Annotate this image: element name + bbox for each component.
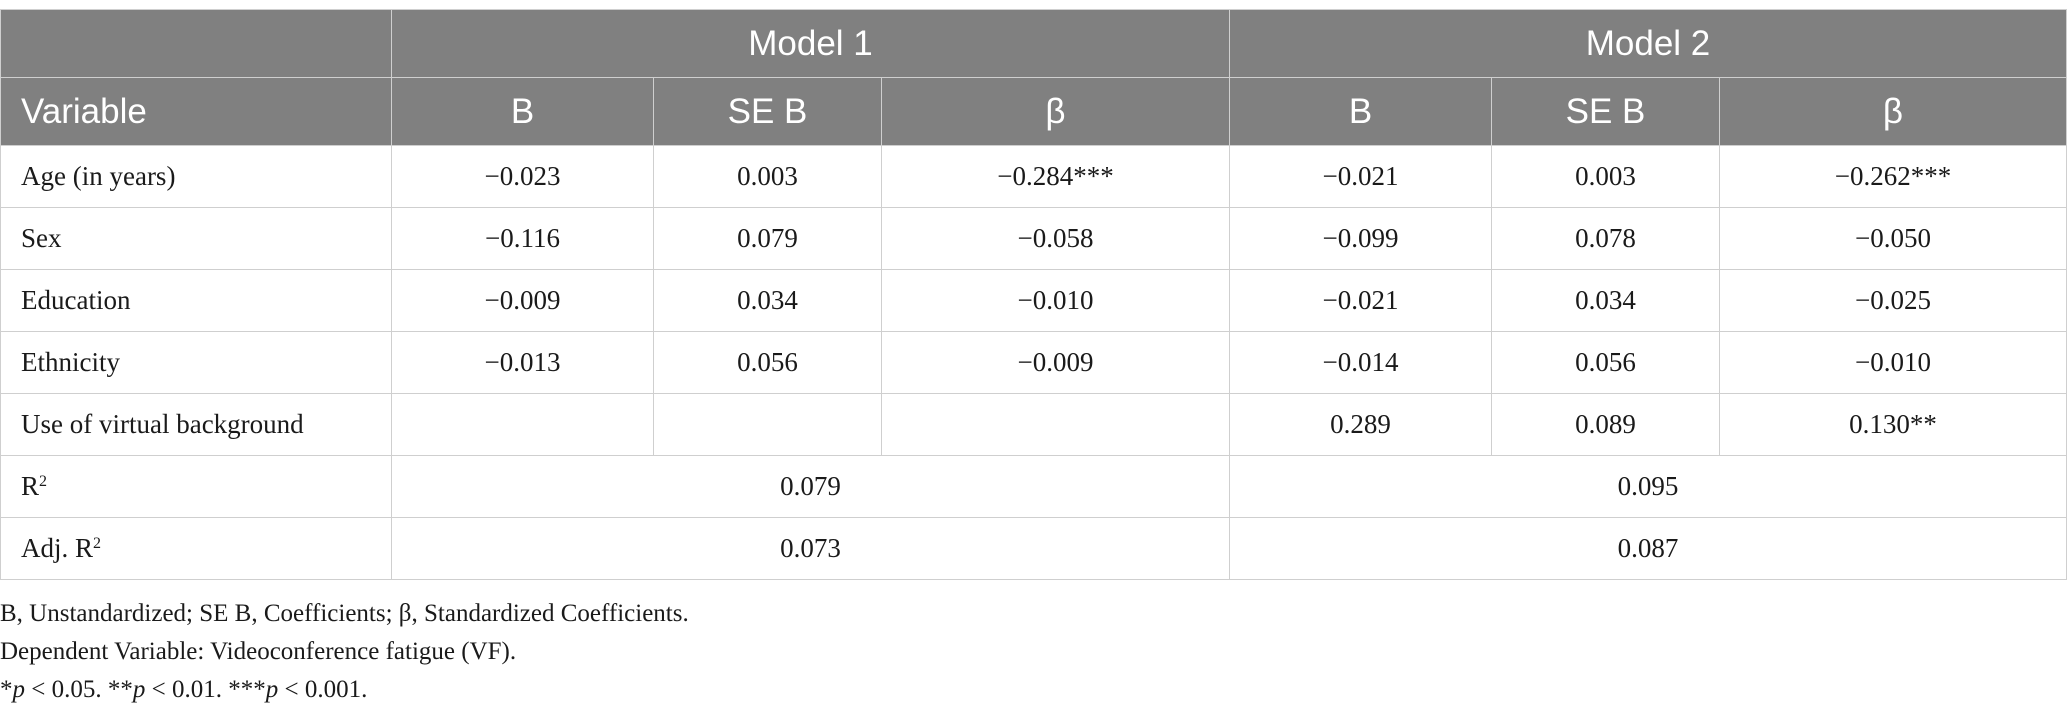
column-header-row: Variable B SE B β B SE B β	[0, 77, 2067, 146]
adj-r2-row: Adj. R2 0.073 0.087	[0, 517, 2067, 580]
row-label: Ethnicity	[0, 331, 392, 394]
table-row: Ethnicity −0.013 0.056 −0.009 −0.014 0.0…	[0, 331, 2067, 394]
note-dependent-variable: Dependent Variable: Videoconference fati…	[0, 638, 517, 665]
table-cell: 0.079	[653, 207, 882, 270]
table-cell: −0.284***	[881, 145, 1230, 208]
row-label: Education	[0, 269, 392, 332]
model1-header: Model 1	[391, 9, 1230, 78]
r2-superscript: 2	[39, 473, 48, 490]
table-notes: B, Unstandardized; SE B, Coefficients; β…	[0, 595, 689, 709]
r2-model2: 0.095	[1229, 455, 2067, 518]
table-cell: −0.021	[1229, 269, 1492, 332]
table-cell: −0.013	[391, 331, 654, 394]
col-header-m1-seb: SE B	[653, 77, 882, 146]
table-cell: 0.078	[1491, 207, 1720, 270]
model2-header: Model 2	[1229, 9, 2067, 78]
r2-label: R2	[0, 455, 392, 518]
table-cell: 0.003	[1491, 145, 1720, 208]
sig-p-2: p	[132, 676, 146, 703]
sig-p-3: p	[265, 676, 279, 703]
model-header-row: Model 1 Model 2	[0, 9, 2067, 78]
table-cell	[881, 393, 1230, 456]
table-row: Age (in years) −0.023 0.003 −0.284*** −0…	[0, 145, 2067, 208]
adj-r2-label: Adj. R2	[0, 517, 392, 580]
r2-model1: 0.079	[391, 455, 1230, 518]
table-cell: 0.289	[1229, 393, 1492, 456]
table-cell: −0.010	[881, 269, 1230, 332]
table-cell: 0.130**	[1719, 393, 2067, 456]
adj-r2-model2: 0.087	[1229, 517, 2067, 580]
table-cell: −0.023	[391, 145, 654, 208]
sig-threshold-3: < 0.001.	[278, 676, 368, 703]
table-cell: 0.034	[1491, 269, 1720, 332]
table-cell: −0.099	[1229, 207, 1492, 270]
sig-threshold-2: < 0.01.	[145, 676, 229, 703]
table-row: Use of virtual background 0.289 0.089 0.…	[0, 393, 2067, 456]
col-header-m2-seb: SE B	[1491, 77, 1720, 146]
row-label: Age (in years)	[0, 145, 392, 208]
table-cell: −0.050	[1719, 207, 2067, 270]
note-significance: *p < 0.05. **p < 0.01. ***p < 0.001.	[0, 671, 689, 709]
table-row: Sex −0.116 0.079 −0.058 −0.099 0.078 −0.…	[0, 207, 2067, 270]
col-header-m1-b: B	[391, 77, 654, 146]
sig-stars-2: **	[107, 676, 133, 703]
sig-threshold-1: < 0.05.	[25, 676, 108, 703]
table-cell: −0.116	[391, 207, 654, 270]
header-empty-cell	[0, 9, 392, 78]
col-header-m2-beta: β	[1719, 77, 2067, 146]
table-cell: 0.089	[1491, 393, 1720, 456]
table-cell: −0.014	[1229, 331, 1492, 394]
table-cell	[653, 393, 882, 456]
adj-r2-label-text: Adj. R	[21, 533, 94, 563]
col-header-m1-beta: β	[881, 77, 1230, 146]
r2-label-text: R	[21, 471, 40, 501]
note-abbreviations: B, Unstandardized; SE B, Coefficients; β…	[0, 600, 689, 627]
table-cell: −0.021	[1229, 145, 1492, 208]
row-label: Sex	[0, 207, 392, 270]
table-cell: −0.010	[1719, 331, 2067, 394]
adj-r2-superscript: 2	[93, 535, 102, 552]
table-cell: −0.058	[881, 207, 1230, 270]
sig-stars-1: *	[0, 676, 13, 703]
table-cell: 0.003	[653, 145, 882, 208]
table-cell: 0.034	[653, 269, 882, 332]
regression-table: Model 1 Model 2 Variable B SE B β B SE B…	[0, 9, 2067, 580]
adj-r2-model1: 0.073	[391, 517, 1230, 580]
table-cell: −0.009	[881, 331, 1230, 394]
table-row: Education −0.009 0.034 −0.010 −0.021 0.0…	[0, 269, 2067, 332]
table-cell: 0.056	[653, 331, 882, 394]
table-cell: −0.025	[1719, 269, 2067, 332]
table-cell: −0.262***	[1719, 145, 2067, 208]
variable-header: Variable	[0, 77, 392, 146]
sig-p-1: p	[12, 676, 26, 703]
r2-row: R2 0.079 0.095	[0, 455, 2067, 518]
row-label: Use of virtual background	[0, 393, 392, 456]
col-header-m2-b: B	[1229, 77, 1492, 146]
table-cell: 0.056	[1491, 331, 1720, 394]
table-cell	[391, 393, 654, 456]
table-cell: −0.009	[391, 269, 654, 332]
sig-stars-3: ***	[228, 676, 266, 703]
